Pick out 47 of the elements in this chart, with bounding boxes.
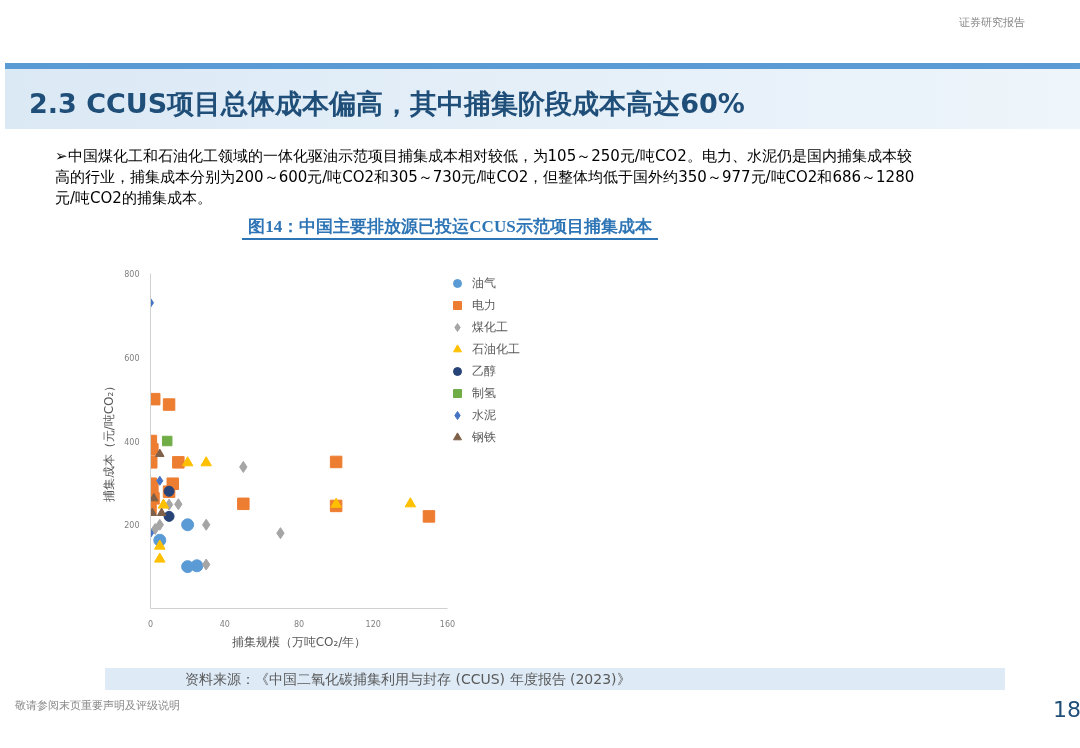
legend-label: 石油化工 [472, 340, 520, 358]
point [154, 539, 166, 550]
y-tick-label: 800 [124, 270, 140, 279]
text: 18 [1053, 696, 1080, 724]
text: 证券研究报告 [959, 15, 1025, 31]
point [329, 455, 343, 469]
point [161, 435, 173, 447]
point [330, 497, 342, 508]
point [200, 456, 212, 467]
chart-subtitle: 图14：中国主要排放源已投运CCUS示范项目捕集成本 [242, 217, 658, 240]
point [237, 497, 250, 511]
x-tick-label: 160 [439, 619, 456, 629]
point [155, 448, 165, 457]
point [157, 498, 170, 509]
x-tick-label: 40 [219, 619, 230, 629]
point [190, 559, 204, 573]
point [172, 456, 185, 469]
legend-label: 油气 [472, 274, 496, 292]
point [404, 497, 417, 508]
x-tick-label: 80 [293, 619, 305, 629]
point [154, 552, 166, 563]
text: ➢中国煤化工和石油化工领域的一体化驱油示范项目捕集成本相对较低，为105～250元/吨CO2。电力、水泥仍是国内捕集成本较高的行业，捕集成本分别为200～600元/吨CO2和305～730元/吨CO2，但整体均低于国外约350～977元/吨CO2和686～1280元/吨CO2的捕集成本。 [54, 146, 916, 209]
x-tick-label: 120 [365, 619, 381, 629]
legend-label: 制氢 [472, 384, 496, 402]
point [150, 392, 161, 406]
text: 敬请参阅末页重要声明及评级说明 [15, 698, 180, 714]
chart-title: 2.3 CCUS项目总体成本偏高，其中捕集阶段成本高达60% [28, 87, 746, 121]
legend-label: 煤化工 [472, 318, 508, 336]
y-axis-title: 捕集成本（元/吨CO₂） [102, 379, 117, 503]
x-axis-title: 捕集规模（万吨CO₂/年） [231, 634, 367, 649]
legend-label: 电力 [472, 296, 496, 314]
point [156, 507, 167, 516]
legend-label: 钢铁 [472, 428, 496, 446]
point [422, 510, 436, 523]
point [150, 522, 160, 535]
y-tick-label: 600 [124, 353, 140, 363]
text: 资料来源：《中国二氧化碳捕集利用与封存 (CCUS) 年度报告 (2023)》 [105, 668, 1005, 690]
y-tick-label: 400 [124, 437, 140, 447]
y-tick-label: 200 [124, 521, 140, 531]
point [150, 507, 158, 516]
point [162, 398, 176, 411]
legend-label: 水泥 [472, 406, 496, 424]
point [181, 518, 195, 532]
point [181, 456, 194, 467]
legend-label: 乙醇 [472, 362, 496, 380]
point [163, 510, 175, 522]
x-tick-label: 0 [147, 619, 154, 629]
